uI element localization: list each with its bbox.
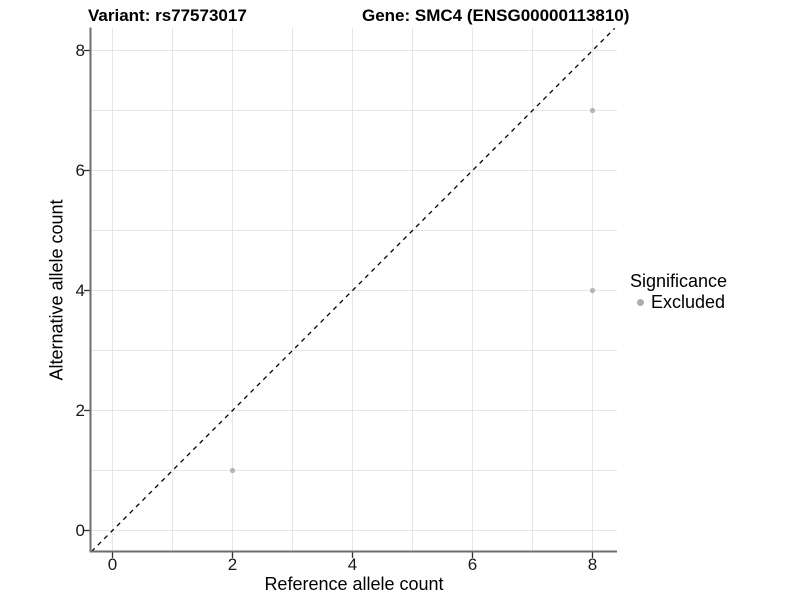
- legend-point-icon: [637, 298, 644, 306]
- legend-entry-label: Excluded: [651, 292, 726, 312]
- y-tick-label: 2: [75, 400, 85, 420]
- y-tick-label: 4: [75, 280, 85, 300]
- x-tick-label: 0: [107, 555, 118, 574]
- legend: Significance Excluded: [630, 271, 727, 312]
- x-tick-label: 6: [467, 555, 478, 574]
- legend-title: Significance: [630, 271, 728, 291]
- identity-line: [91, 27, 616, 552]
- data-point: [229, 467, 236, 474]
- plot-title-gene: Gene: SMC4 (ENSG00000113810): [362, 6, 630, 25]
- data-point: [589, 107, 596, 114]
- x-axis-title: Reference allele count: [264, 574, 444, 594]
- plot-title-variant: Variant: rs77573017: [88, 6, 247, 25]
- x-tick-label: 2: [227, 555, 238, 574]
- y-tick-label: 8: [75, 40, 85, 60]
- data-point: [589, 287, 596, 294]
- x-tick-label: 8: [587, 555, 598, 574]
- x-tick-label: 4: [347, 555, 358, 574]
- legend-entry: Excluded: [630, 292, 727, 312]
- y-tick-label: 6: [75, 160, 85, 180]
- y-tick-label: 0: [75, 520, 85, 540]
